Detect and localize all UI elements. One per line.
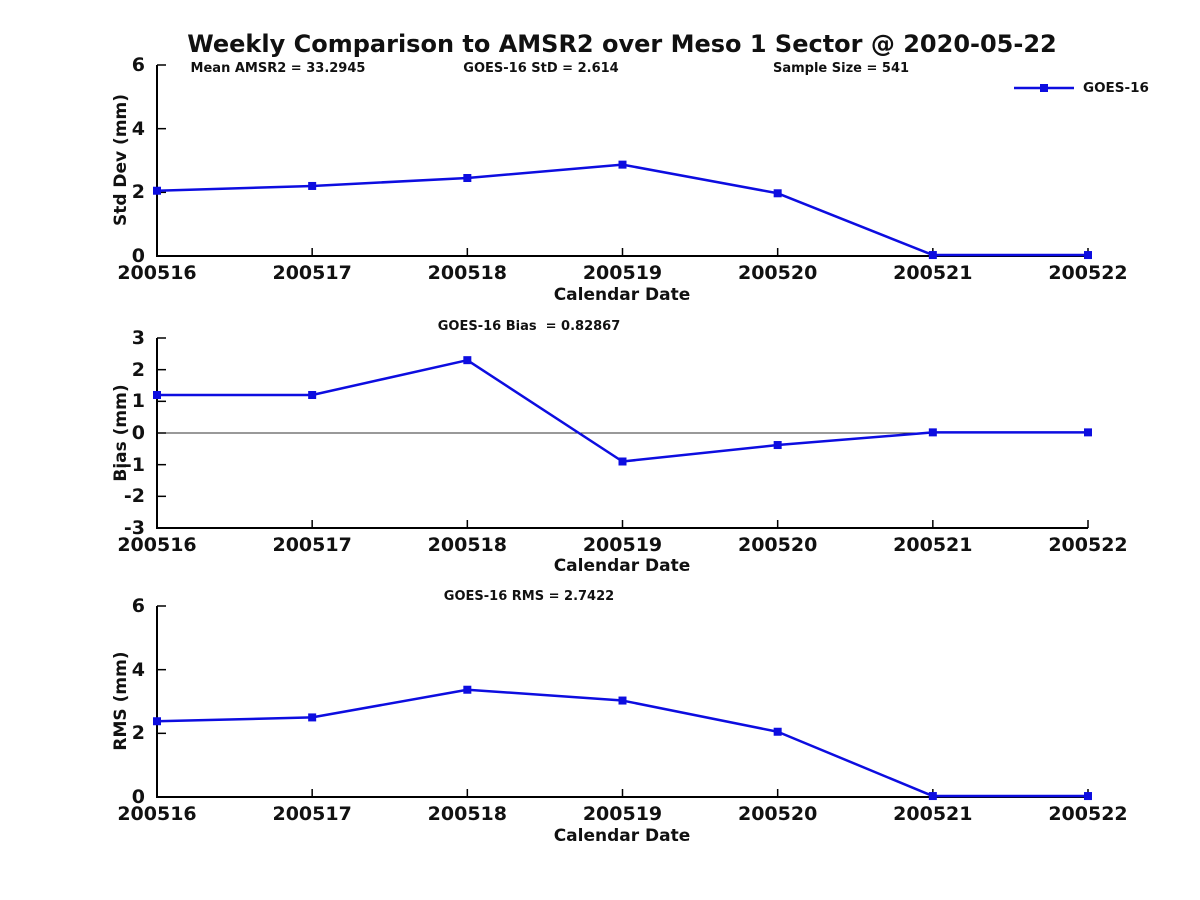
bias-y-tick-label: 1	[131, 390, 145, 413]
rms-x-axis-label: Calendar Date	[553, 826, 691, 846]
std-dev-marker-200519	[618, 160, 627, 169]
bias-marker-200518	[463, 356, 472, 365]
bias-x-tick-label: 200520	[737, 534, 818, 556]
std-dev-x-tick-label: 200520	[737, 262, 818, 284]
rms-marker-200517	[308, 713, 317, 722]
rms-marker-200516	[153, 717, 161, 726]
bias-x-tick-label: 200522	[1048, 534, 1128, 556]
std-dev-y-tick-label: 4	[131, 117, 145, 140]
annotation-sample-size: Sample Size = 541	[772, 61, 910, 76]
rms-subplot-title: GOES-16 RMS = 2.7422	[443, 589, 615, 604]
bias-y-tick-label: -2	[123, 485, 145, 508]
std-dev-marker-200520	[773, 189, 782, 198]
bias-marker-200521	[928, 428, 937, 437]
std-dev-y-tick-label: 6	[131, 54, 145, 76]
rms-x-tick-label: 200517	[272, 803, 352, 825]
bias-y-tick-label: -1	[123, 453, 145, 476]
rms-marker-200520	[773, 727, 782, 736]
bias-x-tick-label: 200519	[582, 534, 663, 556]
rms-y-tick-label: 2	[131, 722, 145, 745]
rms-line-GOES-16	[156, 688, 1088, 798]
rms-marker-200521	[928, 792, 937, 801]
rms-y-tick-label: 0	[131, 786, 145, 808]
std-dev-y-tick-label: 2	[131, 181, 145, 204]
bias-marker-200522	[1084, 428, 1092, 437]
rms-x-tick-label: 200518	[427, 803, 507, 825]
bias-marker-200516	[153, 391, 161, 399]
rms-marker-200522	[1084, 792, 1092, 801]
rms-marker-200518	[463, 685, 472, 694]
rms-x-tick-label: 200516	[117, 803, 197, 825]
bias-marker-200517	[308, 391, 317, 399]
std-dev-marker-200516	[153, 186, 161, 195]
std-dev-marker-200518	[463, 174, 472, 183]
rms-x-tick-label: 200519	[582, 803, 663, 825]
std-dev-x-tick-label: 200519	[582, 262, 663, 284]
std-dev-x-tick-label: 200518	[427, 262, 507, 284]
figure-title: Weekly Comparison to AMSR2 over Meso 1 S…	[187, 30, 1057, 58]
std-dev-x-tick-label: 200522	[1048, 262, 1128, 284]
std-dev-x-tick-label: 200517	[272, 262, 352, 284]
rms-marker-200519	[618, 696, 627, 705]
bias-line-GOES-16	[157, 358, 1088, 463]
legend: GOES-16	[1013, 80, 1149, 96]
bias-y-tick-label: -3	[123, 517, 145, 539]
bias-marker-200519	[618, 457, 627, 466]
annotation-mean-amsr2: Mean AMSR2 = 33.2945	[190, 61, 366, 76]
std-dev-x-tick-label: 200516	[117, 262, 197, 284]
rms-x-tick-label: 200522	[1048, 803, 1128, 825]
bias-x-tick-label: 200518	[427, 534, 507, 556]
rms-y-tick-label: 6	[131, 595, 145, 617]
bias-x-tick-label: 200517	[272, 534, 352, 556]
legend-line-marker-icon	[1014, 84, 1074, 92]
rms-y-tick-label: 4	[131, 658, 145, 681]
bias-subplot-title: GOES-16 Bias = 0.82867	[437, 319, 621, 334]
bias-y-tick-label: 3	[131, 327, 145, 349]
legend-label: GOES-16	[1083, 80, 1149, 96]
std-dev-marker-200517	[308, 181, 317, 190]
stddev-y-axis-label: Std Dev (mm)	[111, 93, 131, 227]
stddev-x-axis-label: Calendar Date	[553, 285, 691, 305]
std-dev-y-tick-label: 0	[131, 245, 145, 267]
bias-marker-200520	[773, 441, 782, 450]
std-dev-marker-200521	[928, 251, 937, 260]
bias-x-axis-label: Calendar Date	[553, 556, 691, 576]
bias-y-tick-label: 2	[131, 358, 145, 381]
bias-y-tick-label: 0	[131, 422, 145, 444]
rms-x-tick-label: 200520	[737, 803, 818, 825]
rms-x-tick-label: 200521	[893, 803, 973, 825]
annotation-goes16-std: GOES-16 StD = 2.614	[463, 61, 619, 76]
std-dev-marker-200522	[1084, 251, 1092, 260]
bias-x-tick-label: 200516	[117, 534, 197, 556]
std-dev-line-GOES-16	[156, 163, 1088, 257]
std-dev-x-tick-label: 200521	[893, 262, 973, 284]
bias-x-tick-label: 200521	[893, 534, 973, 556]
